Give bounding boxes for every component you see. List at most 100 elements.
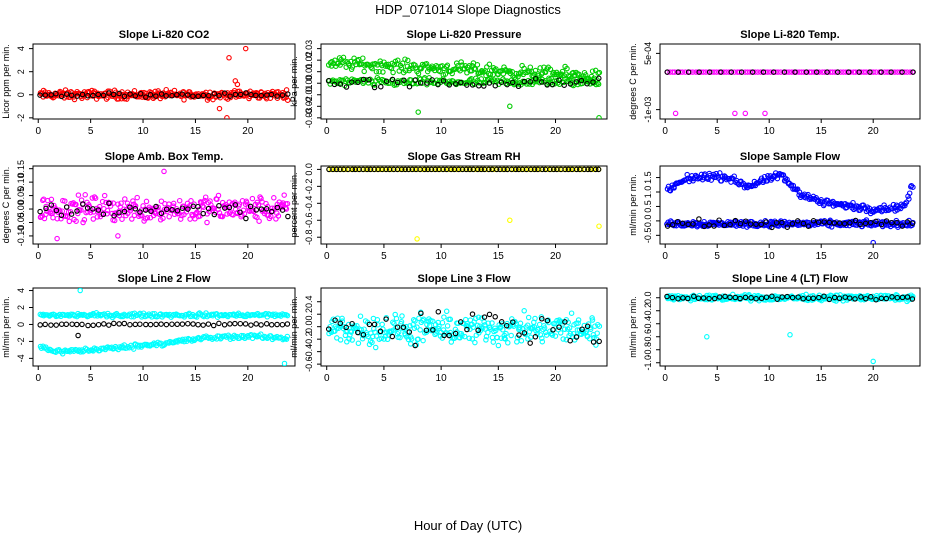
data-point — [500, 71, 507, 77]
data-point — [281, 192, 287, 198]
data-point — [337, 81, 344, 87]
data-point — [284, 333, 291, 340]
data-point — [483, 337, 489, 343]
data-point — [557, 330, 564, 336]
x-tick-label: 10 — [137, 373, 149, 384]
data-point — [211, 211, 218, 218]
data-point — [466, 335, 472, 342]
data-point — [565, 319, 571, 326]
data-point — [810, 218, 817, 224]
outlier-point — [762, 110, 768, 117]
y-tick-label: 0.0 — [304, 163, 314, 176]
data-point — [393, 315, 400, 322]
y-axis-label: ml/min per min. — [628, 174, 638, 236]
data-point — [521, 330, 528, 336]
data-point — [402, 68, 409, 74]
y-tick-label: 0.5 — [643, 200, 653, 213]
data-point — [441, 314, 447, 320]
data-point — [153, 93, 159, 99]
panel-title: Slope Line 3 Flow — [418, 273, 511, 285]
data-point — [349, 166, 356, 173]
data-point — [360, 331, 367, 338]
data-point — [852, 217, 859, 224]
data-point — [722, 293, 728, 300]
data-point — [587, 326, 594, 333]
data-point — [48, 322, 54, 328]
data-point — [544, 317, 551, 324]
data-point — [200, 322, 206, 328]
data-point — [405, 57, 411, 64]
data-point — [415, 336, 421, 342]
panel-4: Slope Amb. Box Temp. degrees C per min. 0 5… — [1, 151, 296, 262]
data-point — [195, 311, 202, 317]
data-point — [737, 221, 744, 227]
data-point — [758, 221, 765, 228]
data-point — [808, 69, 815, 75]
data-point — [476, 83, 482, 89]
data-point — [478, 166, 484, 173]
data-point — [92, 195, 99, 201]
outlier-point — [870, 358, 876, 365]
data-point — [821, 293, 827, 300]
data-point — [870, 69, 877, 75]
data-point — [544, 82, 550, 88]
data-point — [268, 208, 275, 215]
data-point — [446, 332, 452, 339]
data-point — [423, 327, 430, 333]
data-point — [383, 78, 390, 84]
data-point — [899, 223, 906, 229]
data-point — [69, 321, 75, 327]
data-point — [53, 90, 59, 97]
data-point — [585, 166, 591, 173]
data-point — [354, 323, 360, 329]
series-primary — [664, 69, 916, 117]
data-point — [128, 313, 135, 320]
data-point — [330, 166, 336, 173]
x-tick-label: 10 — [764, 373, 776, 384]
x-tick-label: 0 — [35, 126, 41, 137]
data-point — [492, 327, 499, 334]
data-point — [549, 332, 556, 338]
outlier-point — [226, 55, 232, 61]
data-point — [472, 66, 479, 72]
data-point — [325, 326, 332, 332]
data-point — [403, 80, 410, 86]
data-point — [856, 69, 862, 75]
x-tick-label: 20 — [242, 373, 254, 384]
data-point — [90, 206, 96, 212]
data-point — [556, 77, 562, 83]
data-point — [767, 69, 774, 75]
data-point — [858, 294, 864, 300]
outlier-point — [54, 235, 60, 242]
data-point — [505, 340, 511, 346]
data-point — [37, 322, 43, 328]
data-point — [889, 294, 895, 300]
data-point — [691, 293, 697, 300]
series-lower — [37, 331, 291, 366]
data-point — [120, 345, 126, 351]
x-tick-label: 10 — [436, 251, 448, 262]
data-point — [711, 295, 718, 302]
data-point — [448, 166, 454, 173]
data-point — [90, 322, 96, 329]
data-point — [43, 205, 49, 212]
data-point — [755, 69, 761, 75]
data-point — [74, 208, 80, 214]
x-tick-label: 5 — [88, 251, 94, 262]
plot-frame — [659, 287, 921, 367]
data-point — [200, 92, 207, 99]
data-point — [430, 327, 436, 333]
data-point — [779, 219, 785, 226]
x-tick-label: 0 — [35, 251, 41, 262]
data-point — [185, 320, 191, 327]
data-point — [539, 338, 546, 345]
y-tick-label: -4 — [16, 354, 26, 362]
data-point — [701, 223, 707, 230]
data-point — [783, 69, 790, 75]
data-point — [274, 321, 280, 328]
data-point — [744, 69, 751, 75]
data-point — [397, 166, 403, 173]
x-tick-label: 0 — [324, 251, 330, 262]
x-tick-label: 5 — [381, 251, 387, 262]
y-axis-label: ml/min per min. — [289, 296, 299, 358]
